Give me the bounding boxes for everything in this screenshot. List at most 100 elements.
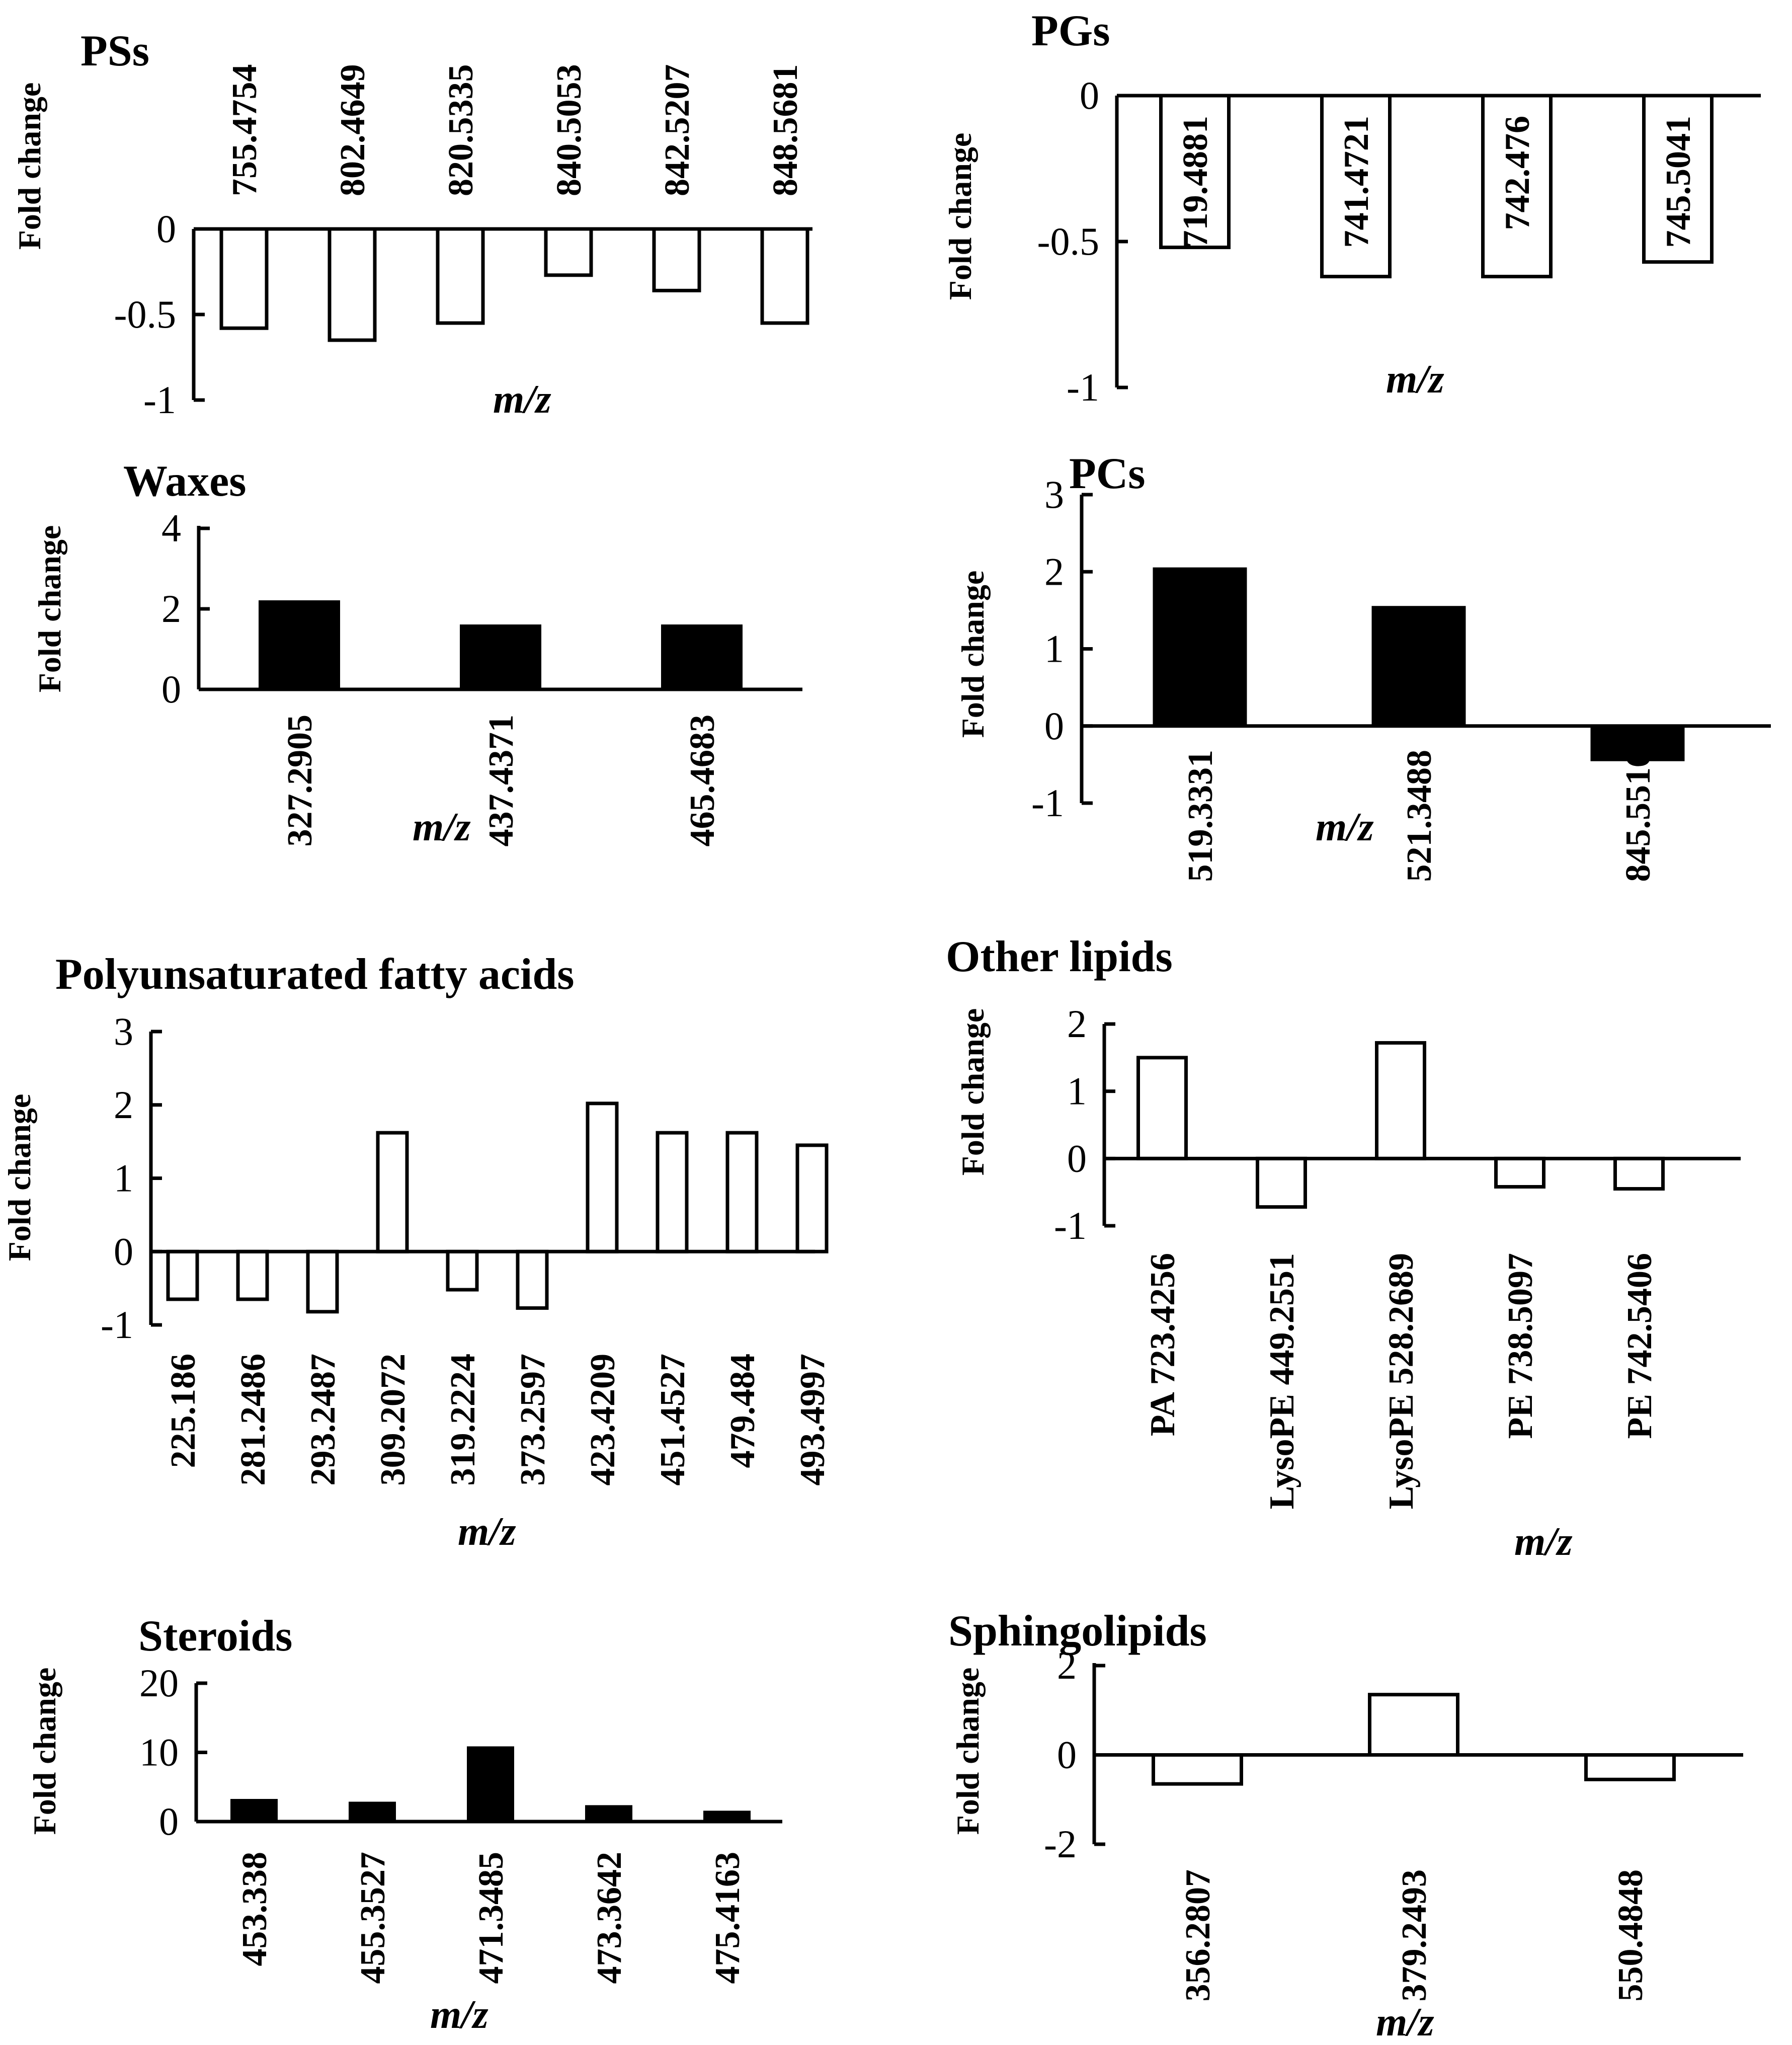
bar xyxy=(1152,1753,1243,1786)
y-axis-label: Fold change xyxy=(955,1008,991,1175)
category-label: PE 738.5097 xyxy=(1501,1253,1540,1439)
category-label: 755.4754 xyxy=(225,64,264,197)
bar xyxy=(652,227,701,292)
y-tick-label: -0.5 xyxy=(1037,219,1099,263)
category-label: 840.5053 xyxy=(550,64,589,197)
x-axis-label: m/z xyxy=(1514,1520,1573,1564)
bar xyxy=(760,227,809,325)
category-label: 423.4209 xyxy=(584,1354,622,1486)
y-tick-label: 0 xyxy=(1080,73,1099,117)
y-axis-label: Fold change xyxy=(950,1668,986,1835)
panel-title: Other lipids xyxy=(946,932,1173,981)
panel-other: Other lipids Fold change 2 1 0 -1 PA 723.4256 L… xyxy=(946,932,1741,1564)
x-axis-label: m/z xyxy=(458,1510,516,1554)
x-axis-label: m/z xyxy=(493,377,551,422)
bar xyxy=(376,1131,409,1253)
panel-title: PSs xyxy=(80,27,149,75)
bar xyxy=(328,227,377,342)
panel-waxes: Waxes Fold change 4 2 0 327.2905 437.4371 465.4… xyxy=(32,457,802,849)
bar xyxy=(1613,1156,1665,1191)
y-axis-label: Fold change xyxy=(32,525,67,692)
bar xyxy=(259,600,340,690)
bar xyxy=(1371,606,1466,727)
y-tick-label: -1 xyxy=(1054,1204,1087,1247)
bar xyxy=(585,1805,632,1822)
bar xyxy=(1375,1041,1426,1160)
y-tick-label: 0 xyxy=(1044,704,1064,748)
y-tick-label: 1 xyxy=(1067,1069,1087,1113)
panel-title: PCs xyxy=(1069,449,1146,498)
panel-pss: PSs Fold change 0 -0.5 -1 755.4754 802.4649 820… xyxy=(12,27,812,422)
bar xyxy=(166,1249,199,1301)
panel-pgs: PGs Fold change 0 -0.5 -1 719.4881 741.4721 742… xyxy=(942,7,1761,409)
bar xyxy=(516,1249,549,1310)
bar xyxy=(306,1249,339,1314)
bar xyxy=(1153,567,1247,727)
category-label: 379.2493 xyxy=(1395,1869,1434,2002)
bar xyxy=(661,624,743,690)
category-label: 356.2807 xyxy=(1179,1869,1217,2002)
x-axis-label: m/z xyxy=(1376,2000,1434,2044)
category-label: 225.186 xyxy=(164,1354,203,1468)
category-label: 455.3527 xyxy=(354,1852,392,1984)
x-axis-label: m/z xyxy=(430,1993,488,2037)
bar xyxy=(230,1799,278,1822)
y-tick-label: 0 xyxy=(1067,1136,1087,1180)
category-label: 451.4527 xyxy=(654,1354,692,1486)
y-tick-label: 0 xyxy=(156,207,176,251)
bar xyxy=(1136,1056,1188,1160)
panel-pcs: PCs Fold change 3 2 1 0 -1 519.3331 521.3488 845.… xyxy=(955,449,1771,882)
category-label: PA 723.4256 xyxy=(1144,1253,1182,1436)
category-label: 802.4649 xyxy=(334,64,372,197)
y-tick-label: 3 xyxy=(1044,473,1064,516)
category-label: 471.3485 xyxy=(472,1852,511,1984)
bar xyxy=(349,1801,396,1822)
category-label: LysoPE 449.2551 xyxy=(1263,1253,1301,1510)
x-axis-label: m/z xyxy=(1316,805,1374,849)
bar xyxy=(1590,725,1685,761)
category-label: 473.3642 xyxy=(590,1852,629,1984)
bar xyxy=(1494,1156,1545,1189)
bar xyxy=(1256,1156,1307,1209)
category-label: 319.2224 xyxy=(444,1354,482,1486)
category-label: 719.4881 xyxy=(1176,116,1215,248)
category-label: 742.476 xyxy=(1498,116,1537,230)
y-tick-label: 0 xyxy=(159,1799,179,1843)
category-label: 453.338 xyxy=(235,1852,274,1967)
bar xyxy=(1368,1693,1459,1757)
bar xyxy=(446,1249,479,1292)
y-tick-label: 20 xyxy=(139,1661,179,1705)
y-axis-label: Fold change xyxy=(2,1094,37,1261)
y-tick-label: 1 xyxy=(114,1156,133,1200)
category-label: 521.3488 xyxy=(1400,750,1439,882)
y-tick-label: 10 xyxy=(139,1731,179,1774)
bar xyxy=(586,1102,619,1253)
category-label: 281.2486 xyxy=(234,1354,273,1486)
y-axis-label: Fold change xyxy=(27,1668,62,1835)
category-label: 845.5516 xyxy=(1619,750,1658,882)
bar xyxy=(1584,1753,1676,1781)
category-label: 465.4683 xyxy=(683,715,722,847)
category-label: 741.4721 xyxy=(1337,116,1376,248)
y-tick-label: 2 xyxy=(114,1083,133,1127)
y-tick-label: 1 xyxy=(1044,627,1064,671)
bar xyxy=(656,1131,689,1253)
bar xyxy=(725,1131,759,1253)
x-axis-label: m/z xyxy=(413,805,471,849)
y-tick-label: 2 xyxy=(1044,549,1064,593)
category-label: 293.2487 xyxy=(304,1354,343,1486)
panel-sphingo: Sphingolipids Fold change 2 0 -2 356.2807 379.… xyxy=(948,1607,1743,2044)
y-tick-label: -1 xyxy=(1031,781,1064,825)
y-tick-label: 0 xyxy=(114,1229,133,1273)
y-axis-label: Fold change xyxy=(12,83,47,250)
category-label: 479.484 xyxy=(723,1354,762,1468)
y-tick-label: 3 xyxy=(114,1009,133,1053)
y-tick-label: -1 xyxy=(143,378,176,422)
y-tick-label: -0.5 xyxy=(114,292,176,336)
bar xyxy=(460,624,541,690)
bar xyxy=(236,1249,269,1301)
category-label: 842.5207 xyxy=(658,64,697,197)
category-label: 550.4848 xyxy=(1611,1869,1650,2002)
y-tick-label: 2 xyxy=(1067,1002,1087,1046)
category-label: 309.2072 xyxy=(374,1354,413,1486)
